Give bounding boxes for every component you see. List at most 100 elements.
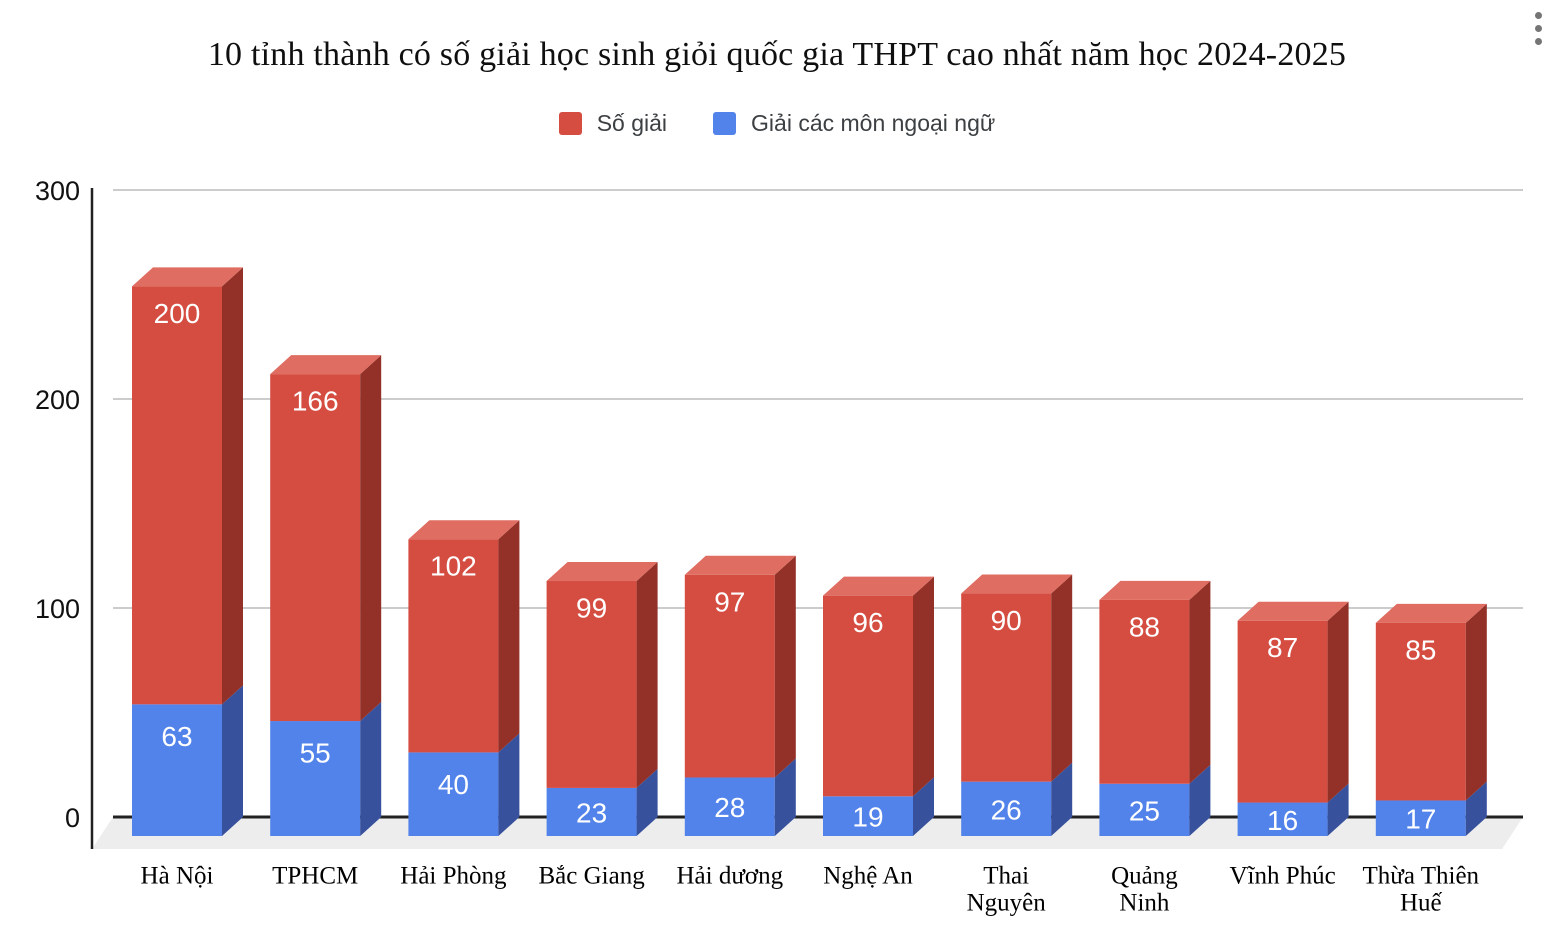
- chart-legend: Số giải Giải các môn ngoại ngữ: [0, 110, 1554, 137]
- bar-segment-total-side: [1051, 574, 1073, 782]
- bar-segment-foreign-side: [1327, 783, 1349, 836]
- legend-swatch-blue-icon: [713, 112, 737, 135]
- x-axis-label: Hải Phòng: [400, 863, 507, 890]
- bar-segment-total-front: [408, 539, 499, 753]
- value-label-foreign: 63: [161, 721, 192, 752]
- bar-group-0[interactable]: 200 63: [132, 267, 243, 836]
- x-axis-label: Nguyên: [967, 890, 1047, 917]
- more-options-icon[interactable]: [1532, 9, 1545, 48]
- bar-segment-foreign-front: [1375, 800, 1466, 836]
- value-label-foreign: 25: [1129, 795, 1160, 826]
- bar-segment-total-side: [222, 267, 243, 705]
- bar-segment-total-side: [913, 576, 934, 797]
- bar-segment-foreign-side: [1051, 762, 1073, 836]
- bar-segment-total-front: [684, 574, 775, 778]
- bar-segment-total-top: [1237, 601, 1349, 621]
- value-label-foreign: 28: [714, 792, 745, 823]
- bar-segment-foreign-front: [684, 777, 775, 836]
- value-label-total: 88: [1129, 611, 1160, 642]
- bar-group-3[interactable]: 99 23: [546, 562, 658, 836]
- bar-segment-total-side: [498, 520, 520, 753]
- bar-group-5[interactable]: 96 19: [823, 576, 934, 836]
- bar-segment-total-top: [270, 355, 382, 375]
- bar-segment-foreign-side: [222, 685, 243, 836]
- bar-segment-foreign-side: [498, 733, 520, 836]
- value-label-foreign: 26: [991, 794, 1022, 825]
- y-axis-label: 0: [65, 803, 80, 833]
- x-axis-label: Hải dương: [676, 863, 783, 890]
- bar-segment-foreign-side: [1465, 781, 1487, 836]
- x-axis-label: TPHCM: [272, 863, 358, 890]
- bar-segment-total-front: [1375, 622, 1466, 801]
- y-axis-label: 300: [35, 176, 80, 206]
- bar-segment-total-side: [1189, 580, 1211, 784]
- x-axis-label: Vĩnh Phúc: [1229, 863, 1335, 890]
- bar-segment-total-side: [360, 355, 382, 722]
- value-label-foreign: 16: [1267, 805, 1298, 836]
- value-label-total: 90: [991, 605, 1022, 636]
- bar-segment-total-side: [774, 555, 796, 778]
- bar-group-9[interactable]: 85 17: [1375, 603, 1487, 836]
- value-label-foreign: 17: [1405, 804, 1436, 835]
- bar-segment-total-top: [546, 562, 658, 582]
- value-label-total: 96: [852, 607, 883, 638]
- bar-group-4[interactable]: 97 28: [684, 555, 796, 836]
- bar-segment-total-side: [1327, 601, 1349, 803]
- value-label-total: 99: [576, 593, 607, 624]
- y-axis-label: 200: [35, 385, 80, 415]
- bar-segment-total-front: [961, 593, 1052, 782]
- bar-segment-foreign-side: [774, 758, 796, 836]
- chart-title: 10 tỉnh thành có số giải học sinh giỏi q…: [207, 36, 1347, 73]
- x-axis-label: Hà Nội: [141, 863, 214, 890]
- bar-segment-foreign-front: [961, 781, 1052, 836]
- bar-group-8[interactable]: 87 16: [1237, 601, 1349, 836]
- bar-group-6[interactable]: 90 26: [961, 574, 1073, 836]
- bar-segment-total-top: [132, 267, 243, 287]
- legend-swatch-red-icon: [558, 112, 582, 135]
- x-axis-label: Thừa Thiên: [1363, 863, 1480, 890]
- legend-item-so-giai: Số giải: [558, 110, 668, 137]
- bar-segment-foreign-front: [823, 796, 913, 836]
- bar-group-2[interactable]: 102 40: [408, 520, 520, 836]
- bar-group-1[interactable]: 166 55: [270, 355, 382, 836]
- value-label-foreign: 19: [852, 802, 883, 833]
- bar-segment-foreign-side: [913, 777, 934, 836]
- bar-segment-foreign-front: [1237, 802, 1328, 836]
- x-axis-label: Quảng: [1111, 863, 1178, 890]
- bar-segment-total-side: [1465, 603, 1487, 801]
- bar-segment-total-top: [408, 520, 520, 540]
- bar-segment-foreign-front: [270, 721, 361, 836]
- kebab-dot: [1535, 25, 1542, 32]
- value-label-total: 87: [1267, 632, 1298, 663]
- value-label-foreign: 55: [300, 738, 331, 769]
- x-axis-label: Thai: [983, 863, 1029, 890]
- bar-segment-total-front: [546, 581, 637, 788]
- value-label-total: 97: [714, 586, 745, 617]
- x-axis-label: Bắc Giang: [538, 863, 645, 890]
- value-label-foreign: 40: [438, 769, 469, 800]
- bar-segment-total-front: [823, 595, 913, 797]
- bar-segment-total-front: [1237, 620, 1328, 803]
- y-axis-label: 100: [35, 594, 80, 624]
- legend-label: Giải các môn ngoại ngữ: [751, 110, 996, 136]
- bar-segment-foreign-side: [1189, 764, 1211, 836]
- kebab-dot: [1535, 12, 1542, 19]
- value-label-total: 166: [292, 386, 339, 417]
- bar-segment-foreign-front: [546, 787, 637, 836]
- bar-group-7[interactable]: 88 25: [1099, 580, 1211, 836]
- bar-segment-total-front: [132, 286, 222, 705]
- x-axis-label: Huế: [1400, 890, 1443, 917]
- legend-label: Số giải: [596, 110, 668, 136]
- x-axis-label: Ninh: [1119, 890, 1170, 917]
- bar-segment-foreign-side: [360, 702, 382, 836]
- value-label-total: 200: [154, 298, 201, 329]
- bar-segment-foreign-side: [636, 768, 658, 836]
- bar-segment-total-top: [1375, 603, 1487, 623]
- x-axis-label: Nghệ An: [823, 863, 913, 890]
- legend-item-ngoai-ngu: Giải các môn ngoại ngữ: [713, 110, 995, 137]
- bar-segment-total-top: [1099, 580, 1211, 600]
- bar-segment-foreign-front: [408, 752, 499, 836]
- bar-segment-foreign-front: [132, 704, 222, 836]
- kebab-dot: [1535, 38, 1542, 45]
